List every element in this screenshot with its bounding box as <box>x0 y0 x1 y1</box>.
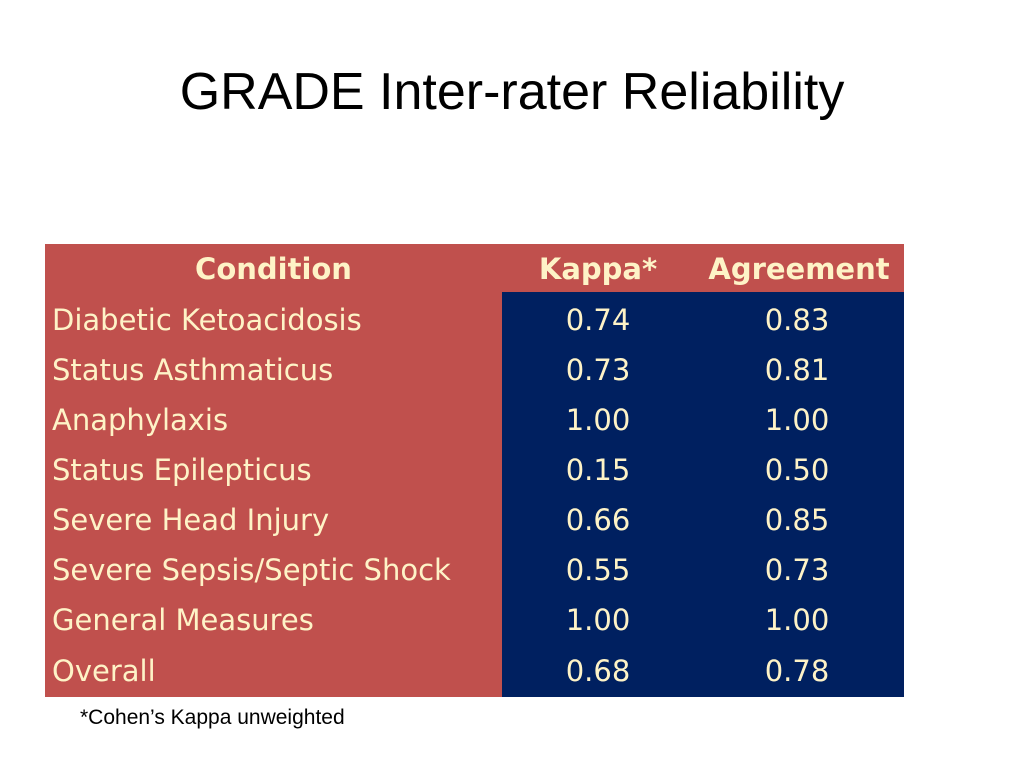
condition-cell: Anaphylaxis <box>52 403 229 437</box>
values-block <box>502 292 904 697</box>
condition-cell: Status Asthmaticus <box>52 353 334 387</box>
condition-cell: Status Epilepticus <box>52 453 312 487</box>
kappa-cell: 0.73 <box>565 353 631 387</box>
footnote: *Cohen’s Kappa unweighted <box>80 706 345 729</box>
condition-cell: Severe Head Injury <box>52 503 330 537</box>
agreement-cell: 0.50 <box>764 453 830 487</box>
condition-cell: Diabetic Ketoacidosis <box>52 303 362 337</box>
condition-cell: Severe Sepsis/Septic Shock <box>52 553 451 587</box>
kappa-cell: 1.00 <box>565 403 631 437</box>
agreement-cell: 0.78 <box>764 654 830 688</box>
kappa-cell: 0.66 <box>565 503 631 537</box>
kappa-cell: 0.68 <box>565 654 631 688</box>
kappa-cell: 1.00 <box>565 603 631 637</box>
agreement-cell: 0.85 <box>764 503 830 537</box>
agreement-cell: 0.81 <box>764 353 830 387</box>
header-kappa: Kappa* <box>538 252 658 286</box>
kappa-cell: 0.55 <box>565 553 631 587</box>
header-condition: Condition <box>195 252 352 286</box>
slide-title: GRADE Inter-rater Reliability <box>179 63 845 121</box>
reliability-table: Condition Kappa* Agreement Diabetic Keto… <box>45 244 904 697</box>
kappa-cell: 0.15 <box>565 453 631 487</box>
agreement-cell: 1.00 <box>764 603 830 637</box>
condition-cell: General Measures <box>52 603 314 637</box>
agreement-cell: 0.83 <box>764 303 830 337</box>
agreement-cell: 0.73 <box>764 553 830 587</box>
kappa-cell: 0.74 <box>565 303 631 337</box>
agreement-cell: 1.00 <box>764 403 830 437</box>
condition-cell: Overall <box>52 654 156 688</box>
header-agreement: Agreement <box>708 252 890 286</box>
